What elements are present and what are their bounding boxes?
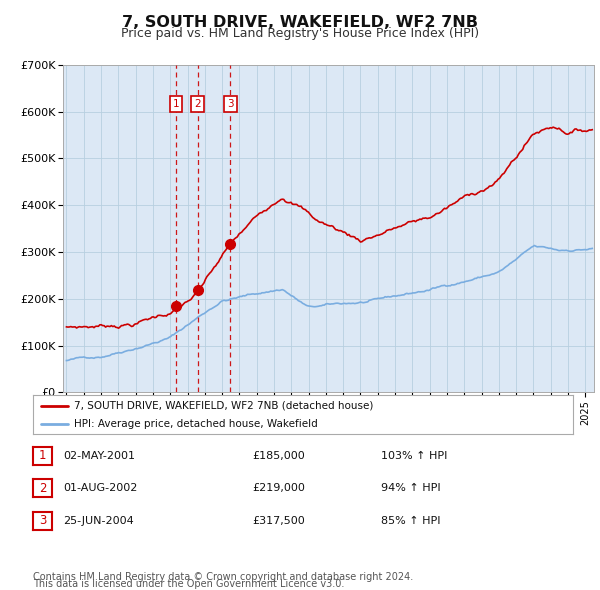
Text: 1: 1 (173, 99, 179, 109)
Text: Contains HM Land Registry data © Crown copyright and database right 2024.: Contains HM Land Registry data © Crown c… (33, 572, 413, 582)
Text: Price paid vs. HM Land Registry's House Price Index (HPI): Price paid vs. HM Land Registry's House … (121, 27, 479, 40)
Text: 01-AUG-2002: 01-AUG-2002 (63, 483, 137, 493)
Text: 02-MAY-2001: 02-MAY-2001 (63, 451, 135, 461)
Text: 2: 2 (194, 99, 201, 109)
Text: £317,500: £317,500 (252, 516, 305, 526)
Text: 7, SOUTH DRIVE, WAKEFIELD, WF2 7NB: 7, SOUTH DRIVE, WAKEFIELD, WF2 7NB (122, 15, 478, 30)
Text: HPI: Average price, detached house, Wakefield: HPI: Average price, detached house, Wake… (74, 419, 317, 429)
Text: £219,000: £219,000 (252, 483, 305, 493)
Text: This data is licensed under the Open Government Licence v3.0.: This data is licensed under the Open Gov… (33, 579, 344, 589)
Text: 85% ↑ HPI: 85% ↑ HPI (381, 516, 440, 526)
Text: 1: 1 (39, 449, 46, 463)
Text: 103% ↑ HPI: 103% ↑ HPI (381, 451, 448, 461)
Text: £185,000: £185,000 (252, 451, 305, 461)
Text: 25-JUN-2004: 25-JUN-2004 (63, 516, 134, 526)
Text: 7, SOUTH DRIVE, WAKEFIELD, WF2 7NB (detached house): 7, SOUTH DRIVE, WAKEFIELD, WF2 7NB (deta… (74, 401, 373, 411)
Text: 3: 3 (227, 99, 234, 109)
Text: 3: 3 (39, 514, 46, 527)
Text: 2: 2 (39, 481, 46, 495)
Text: 94% ↑ HPI: 94% ↑ HPI (381, 483, 440, 493)
